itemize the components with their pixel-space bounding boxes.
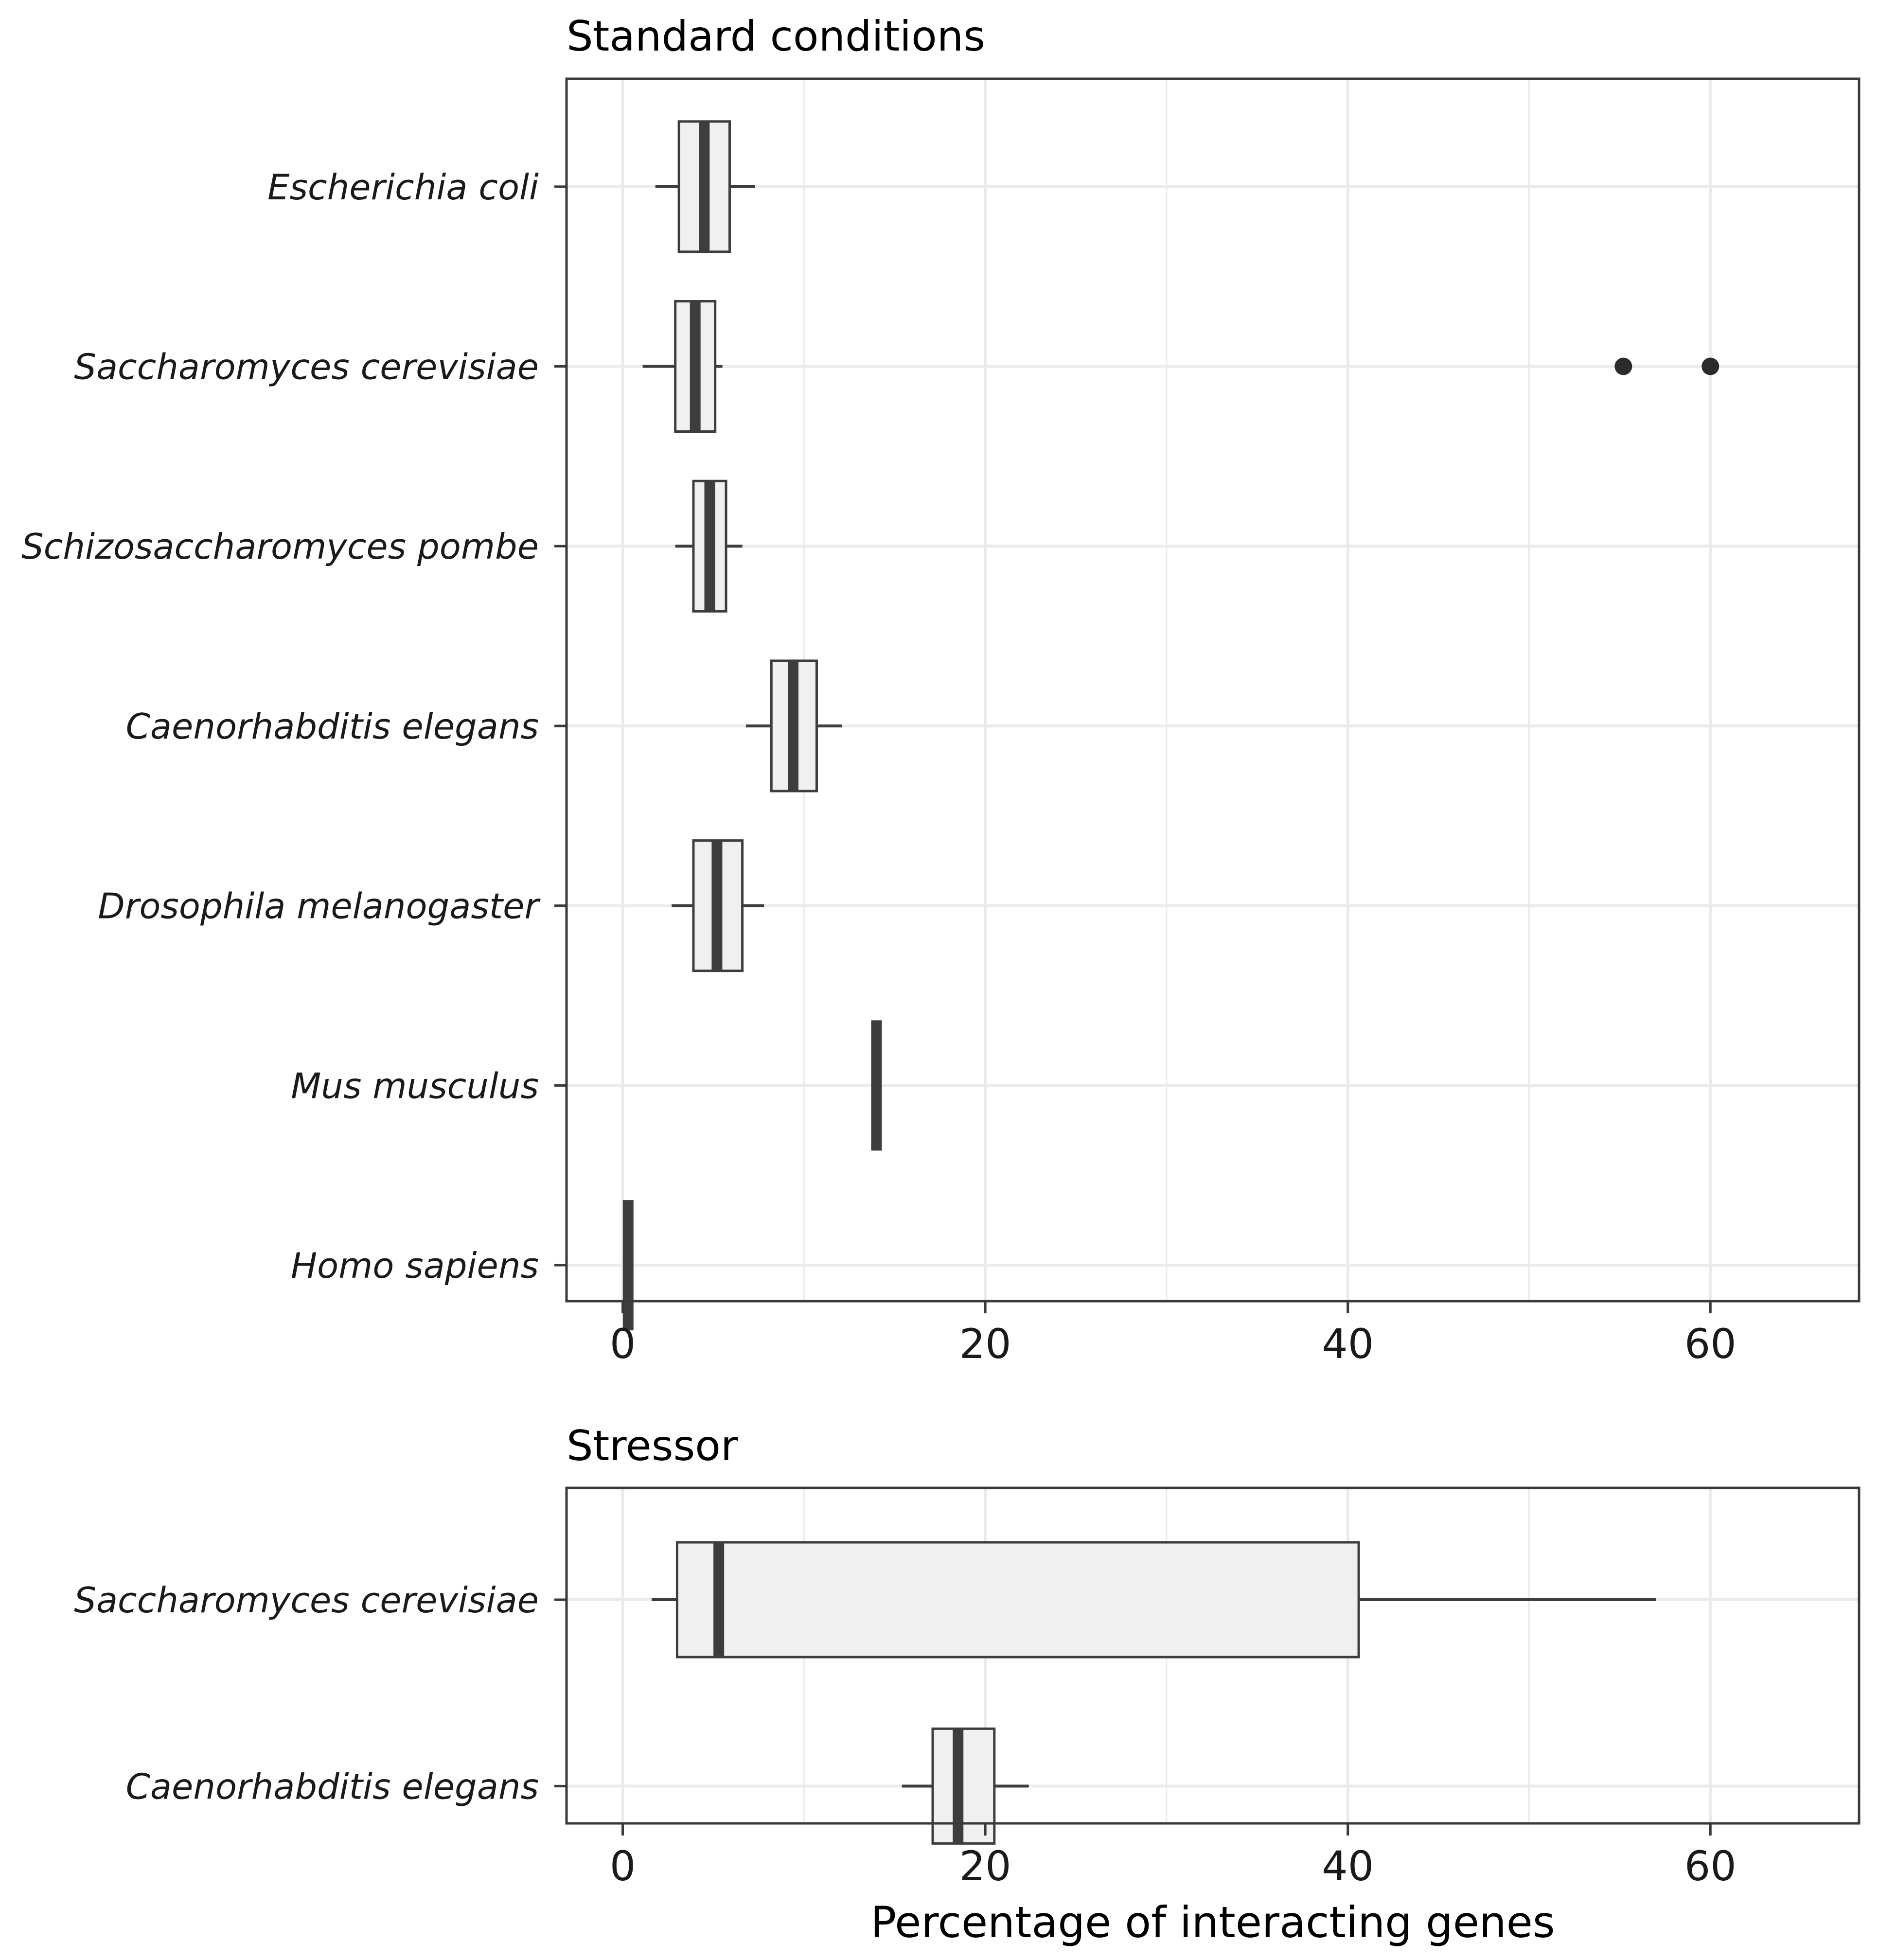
- y-tick-label: Drosophila melanogaster: [98, 886, 541, 927]
- median-line: [713, 1542, 725, 1657]
- median-line: [622, 1200, 634, 1331]
- box-escherichia-coli: [655, 120, 755, 253]
- box-drosophila-melanogaster: [672, 839, 764, 972]
- y-tick-label: Schizosaccharomyces pombe: [21, 526, 539, 567]
- median-line: [871, 1020, 882, 1151]
- outlier-point: [1701, 357, 1719, 375]
- x-tick-label: 0: [610, 1320, 636, 1368]
- outlier-point: [1614, 357, 1632, 375]
- x-tick-label: 60: [1684, 1842, 1736, 1890]
- y-tick-label: Escherichia coli: [267, 167, 539, 208]
- panel-stressor: Stressor Saccharomyces cerevisiae Caenorh…: [74, 1422, 1860, 1890]
- box-saccharomyces-cerevisiae: [642, 300, 1719, 433]
- box-homo-sapiens: [622, 1200, 634, 1331]
- x-tick-label: 60: [1684, 1320, 1736, 1368]
- median-line: [787, 660, 798, 791]
- median-line: [699, 121, 710, 252]
- y-tick-label: Mus musculus: [291, 1065, 539, 1106]
- y-tick-label: Saccharomyces cerevisiae: [74, 1580, 539, 1621]
- box-schizosaccharomyces-pombe: [675, 479, 743, 613]
- median-line: [690, 301, 701, 432]
- grid-standard-conditions: [567, 79, 1859, 1301]
- x-tick-label: 20: [959, 1320, 1011, 1368]
- panel-title-stressor: Stressor: [567, 1422, 738, 1470]
- median-line: [704, 481, 715, 612]
- box-mus-musculus: [871, 1020, 882, 1151]
- axes-stressor: Saccharomyces cerevisiae Caenorhabditis e…: [74, 1580, 1736, 1890]
- boxes-stressor: [652, 1541, 1656, 1845]
- boxes-standard-conditions: [622, 120, 1719, 1331]
- x-tick-label: 20: [959, 1842, 1011, 1890]
- panel-title-standard-conditions: Standard conditions: [567, 12, 985, 61]
- x-tick-label: 40: [1322, 1842, 1374, 1890]
- box-caenorhabditis-elegans: [902, 1727, 1029, 1845]
- box-caenorhabditis-elegans: [746, 659, 842, 793]
- y-tick-label: Homo sapiens: [291, 1245, 539, 1286]
- x-tick-label: 0: [610, 1842, 636, 1890]
- box-iqr: [675, 1541, 1360, 1659]
- median-line: [953, 1729, 964, 1844]
- panel-border-standard-conditions: [565, 77, 1860, 1303]
- box-saccharomyces-cerevisiae: [652, 1541, 1656, 1659]
- panel-border-stressor: [565, 1486, 1860, 1825]
- panel-standard-conditions: Standard conditions Escherichia coli Sacc…: [21, 12, 1860, 1368]
- y-tick-label: Caenorhabditis elegans: [126, 706, 539, 747]
- y-tick-label: Caenorhabditis elegans: [126, 1766, 539, 1807]
- y-tick-label: Saccharomyces cerevisiae: [74, 347, 539, 388]
- median-line: [711, 840, 723, 971]
- x-tick-label: 40: [1322, 1320, 1374, 1368]
- axes-standard-conditions: Escherichia coli Saccharomyces cerevisiae…: [21, 167, 1736, 1368]
- x-axis-title: Percentage of interacting genes: [870, 1897, 1555, 1947]
